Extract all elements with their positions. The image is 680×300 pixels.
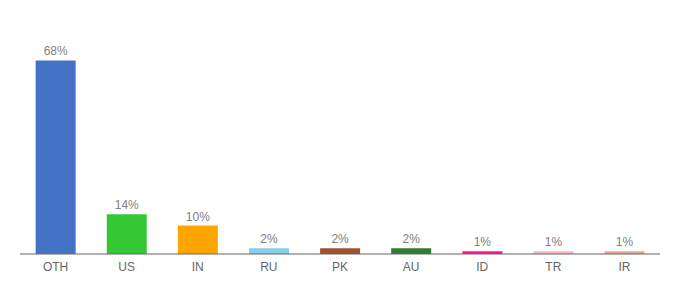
- svg-text:68%: 68%: [44, 44, 68, 58]
- svg-text:1%: 1%: [474, 235, 492, 249]
- svg-text:OTH: OTH: [43, 260, 68, 274]
- svg-text:1%: 1%: [616, 235, 634, 249]
- svg-text:US: US: [118, 260, 135, 274]
- svg-text:PK: PK: [332, 260, 348, 274]
- svg-text:ID: ID: [476, 260, 488, 274]
- svg-text:14%: 14%: [115, 198, 139, 212]
- svg-text:2%: 2%: [403, 232, 421, 246]
- svg-text:1%: 1%: [545, 235, 563, 249]
- svg-text:2%: 2%: [260, 232, 278, 246]
- svg-text:IN: IN: [192, 260, 204, 274]
- svg-text:AU: AU: [403, 260, 420, 274]
- svg-text:RU: RU: [260, 260, 277, 274]
- svg-text:10%: 10%: [186, 210, 210, 224]
- svg-text:IR: IR: [618, 260, 630, 274]
- svg-text:2%: 2%: [331, 232, 349, 246]
- svg-text:TR: TR: [545, 260, 561, 274]
